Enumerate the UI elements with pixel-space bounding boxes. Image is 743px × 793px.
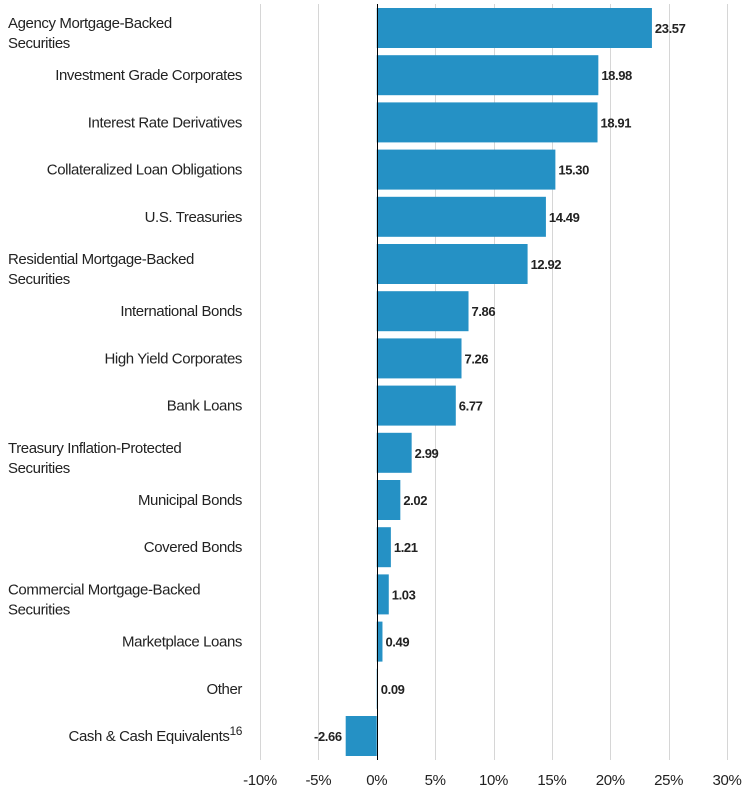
category-label: Marketplace Loans (122, 634, 242, 651)
category-label: Collateralized Loan Obligations (47, 162, 242, 179)
x-tick-label: 20% (596, 772, 625, 789)
category-label: High Yield Corporates (104, 350, 242, 367)
x-axis-ticks: -10% -5% 0% 5% 10% 15% 20% 25% 30% (243, 772, 742, 789)
x-tick-label: -10% (243, 772, 277, 789)
value-label: 2.99 (415, 446, 439, 461)
bar (376, 385, 456, 426)
category-label: Treasury Inflation-Protected (8, 440, 181, 457)
bar (376, 338, 462, 379)
bar (376, 196, 546, 237)
bar (376, 8, 652, 48)
x-tick-label: 30% (712, 772, 741, 789)
value-label: -2.66 (314, 729, 342, 744)
category-labels: Agency Mortgage-Backed Securities Investme… (8, 15, 243, 745)
bar (376, 574, 389, 615)
category-label: Covered Bonds (144, 539, 242, 556)
category-label: Commercial Mortgage-Backed (8, 581, 200, 598)
bar (376, 102, 598, 143)
bar (376, 621, 383, 662)
value-labels: 23.57 18.98 18.91 15.30 14.49 12.92 7.86 7.26 6.… (314, 21, 686, 744)
value-label: 1.21 (394, 540, 418, 555)
x-tick-label: 25% (654, 772, 683, 789)
value-label: 7.26 (465, 351, 489, 366)
category-label: Agency Mortgage-Backed (8, 15, 172, 32)
category-label: Bank Loans (167, 398, 242, 415)
value-label: 12.92 (531, 257, 562, 272)
category-label: Interest Rate Derivatives (88, 114, 242, 131)
category-label: Residential Mortgage-Backed (8, 251, 194, 268)
category-label: Municipal Bonds (138, 492, 242, 509)
category-label: Securities (8, 35, 70, 52)
value-label: 0.49 (385, 635, 409, 650)
value-label: 7.86 (472, 304, 496, 319)
x-tick-label: 10% (479, 772, 508, 789)
category-label: Other (206, 681, 242, 698)
bars (345, 8, 652, 756)
bar (345, 716, 377, 756)
footnote-marker: 16 (229, 724, 242, 738)
value-label: 18.98 (601, 68, 632, 83)
bar (376, 527, 391, 568)
value-label: 1.03 (392, 587, 416, 602)
value-label: 18.91 (601, 115, 632, 130)
bar (376, 291, 469, 332)
x-tick-label: 5% (425, 772, 446, 789)
category-label: International Bonds (120, 303, 242, 320)
bar (376, 55, 599, 96)
x-tick-label: -5% (305, 772, 331, 789)
value-label: 2.02 (403, 493, 427, 508)
value-label: 15.30 (558, 163, 589, 178)
bar (376, 149, 556, 190)
category-label: Securities (8, 601, 70, 618)
x-tick-label: 15% (537, 772, 566, 789)
value-label: 23.57 (655, 21, 686, 36)
value-label: 6.77 (459, 399, 483, 414)
category-label: Cash & Cash Equivalents16 (69, 724, 243, 745)
category-label: Securities (8, 271, 70, 288)
bar (376, 244, 528, 284)
category-label: Investment Grade Corporates (55, 67, 242, 84)
value-label: 14.49 (549, 210, 580, 225)
bar (376, 480, 401, 520)
x-tick-label: 0% (366, 772, 387, 789)
value-label: 0.09 (381, 682, 405, 697)
category-label: U.S. Treasuries (145, 209, 242, 226)
bar (376, 432, 412, 473)
category-label: Securities (8, 460, 70, 477)
